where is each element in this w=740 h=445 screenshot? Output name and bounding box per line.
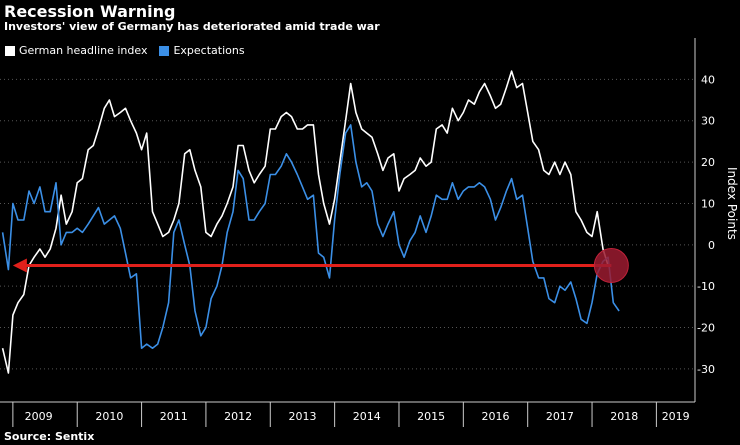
x-tick-label: 2009	[25, 410, 53, 423]
legend-item-headline: German headline index	[5, 44, 147, 57]
y-tick-label: 10	[701, 197, 715, 210]
x-tick-label: 2010	[95, 410, 123, 423]
series-line-headline	[1, 70, 609, 374]
y-axis-title: Index Points	[725, 167, 739, 240]
annotation-arrow-head	[12, 258, 27, 273]
legend-item-expectations: Expectations	[159, 44, 245, 57]
legend-swatch-headline	[5, 45, 15, 56]
legend-label-headline: German headline index	[19, 44, 148, 57]
y-tick-label: 20	[701, 156, 715, 169]
x-tick-label: 2017	[546, 410, 574, 423]
x-tick-label: 2019	[662, 410, 690, 423]
x-tick-label: 2011	[160, 410, 188, 423]
chart-subtitle: Investors' view of Germany has deteriora…	[4, 20, 380, 33]
legend: German headline index Expectations	[5, 44, 245, 57]
y-tick-label: -30	[697, 363, 715, 376]
x-tick-label: 2016	[482, 410, 510, 423]
x-tick-label: 2012	[224, 410, 252, 423]
legend-swatch-expectations	[159, 45, 170, 56]
source-note: Source: Sentix	[4, 430, 95, 443]
chart-title: Recession Warning	[4, 2, 176, 21]
annotation-marker	[593, 248, 629, 283]
y-tick-label: 0	[708, 239, 715, 252]
y-tick-label: 30	[701, 115, 715, 128]
y-tick-label: -10	[697, 280, 715, 293]
x-tick-label: 2018	[610, 410, 638, 423]
x-tick-label: 2013	[288, 410, 316, 423]
y-tick-label: -20	[697, 322, 715, 335]
series-line-expectations	[1, 124, 620, 349]
legend-label-expectations: Expectations	[173, 44, 245, 57]
y-tick-label: 40	[701, 73, 715, 86]
x-tick-label: 2015	[417, 410, 445, 423]
x-tick-label: 2014	[353, 410, 381, 423]
